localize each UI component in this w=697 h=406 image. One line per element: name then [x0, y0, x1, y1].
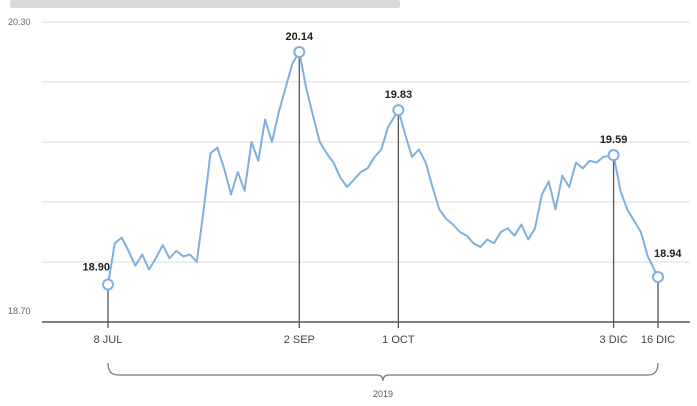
data-value-label: 18.90: [82, 262, 110, 274]
chart-title-placeholder: [10, 0, 400, 8]
x-tick-label: 1 OCT: [382, 334, 415, 346]
series-line: [107, 51, 659, 285]
y-tick-label-top: 20.30: [8, 17, 31, 27]
x-tick-label: 2 SEP: [284, 334, 315, 346]
annotation-marker: [392, 104, 405, 117]
annotation-marker: [607, 149, 620, 162]
annotation-marker: [293, 46, 306, 58]
data-value-label: 18.94: [654, 248, 682, 260]
annotation-marker: [652, 271, 664, 283]
year-label: 2019: [373, 389, 393, 399]
year-bracket: [107, 362, 659, 382]
data-value-label: 19.59: [600, 134, 628, 146]
annotation-marker: [102, 278, 114, 291]
x-tick-label: 16 DIC: [641, 334, 675, 346]
data-value-label: 19.83: [385, 89, 413, 101]
x-tick-label: 8 JUL: [94, 334, 123, 346]
x-tick-label: 3 DIC: [600, 334, 628, 346]
data-value-label: 20.14: [286, 31, 314, 43]
y-tick-label-bottom: 18.70: [8, 306, 31, 316]
